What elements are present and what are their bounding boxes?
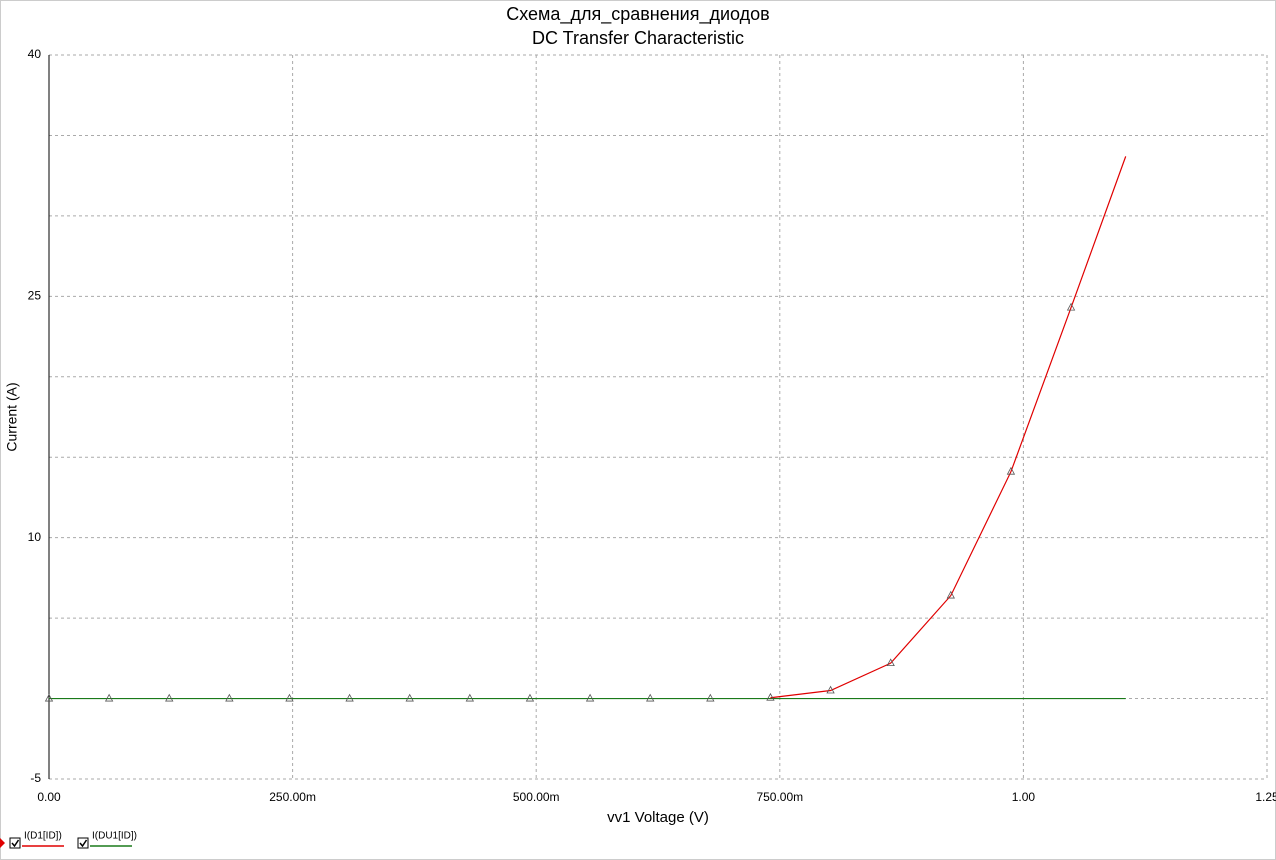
x-tick-label: 250.00m [269,790,316,804]
data-marker [104,693,114,702]
y-tick-label: 40 [28,47,42,61]
legend-checkbox [9,837,21,849]
chart-title: Схема_для_сравнения_диодов [506,4,770,25]
x-tick-label: 750.00m [756,790,803,804]
data-marker [646,693,655,702]
data-marker [165,693,174,702]
data-marker [1066,302,1076,311]
data-marker [225,693,234,702]
data-marker [405,693,414,702]
y-tick-label: -5 [30,771,41,785]
x-tick-label: 1.25 [1255,790,1276,804]
data-marker [946,590,955,599]
y-tick-label: 25 [28,289,42,303]
legend-checkbox [77,837,89,849]
y-tick-label: 10 [28,530,42,544]
legend-item: I(DU1[ID]) [77,831,137,849]
data-marker [465,693,475,702]
data-marker [345,693,354,702]
data-marker [525,693,535,702]
x-tick-label: 500.00m [513,790,560,804]
x-tick-label: 1.00 [1012,790,1036,804]
data-marker [766,692,775,701]
data-marker [886,658,895,667]
data-marker [585,693,595,702]
x-tick-label: 0.00 [37,790,61,804]
chart-subtitle: DC Transfer Characteristic [532,28,744,48]
data-marker [44,693,54,702]
data-marker [826,685,835,694]
legend-label: I(D1[ID]) [24,831,62,842]
legend-check [11,839,20,848]
data-marker [706,693,715,702]
data-marker [1006,466,1016,475]
legend-item: I(D1[ID]) [9,831,64,849]
series-line [770,156,1127,699]
y-axis-label: Current (A) [4,382,20,451]
cursor-marker [0,838,5,848]
data-marker [285,693,294,702]
legend-label: I(DU1[ID]) [92,831,137,842]
x-axis-label: vv1 Voltage (V) [607,809,709,826]
legend-check [79,839,88,848]
